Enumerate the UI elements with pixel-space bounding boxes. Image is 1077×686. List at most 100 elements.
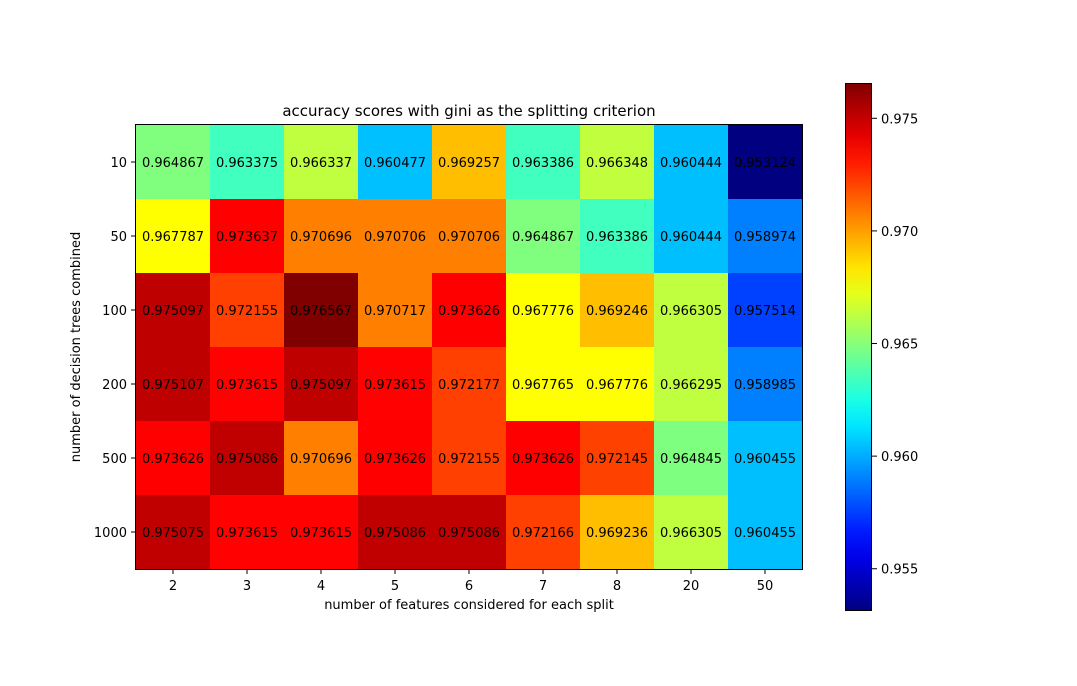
heatmap-cell [432,125,507,200]
y-tick-label: 50 [110,230,127,245]
x-tick-label: 2 [169,579,177,594]
heatmap-cell [728,347,803,422]
heatmap-cell [358,347,433,422]
cell-value-label: 0.973615 [216,526,278,541]
cell-value-label: 0.973626 [438,304,500,319]
heatmap-cell [432,347,507,422]
x-tick-label: 6 [465,579,473,594]
cell-value-label: 0.964867 [142,156,204,171]
heatmap-cell [358,199,433,274]
cell-value-label: 0.963386 [512,156,574,171]
cell-value-label: 0.958985 [734,378,796,393]
cell-value-label: 0.967776 [512,304,574,319]
heatmap-cell [580,495,655,570]
heatmap-cell [136,125,211,200]
heatmap-cell [506,421,581,496]
cell-value-label: 0.973615 [216,378,278,393]
cell-value-label: 0.960455 [734,452,796,467]
cell-value-label: 0.963375 [216,156,278,171]
x-axis-label: number of features considered for each s… [324,598,614,613]
cell-value-label: 0.966295 [660,378,722,393]
heatmap-cell [580,125,655,200]
heatmap-cell [580,199,655,274]
heatmap-cell [654,495,729,570]
y-tick-label: 10 [110,156,127,171]
cell-value-label: 0.975097 [290,378,352,393]
heatmap-cell [506,495,581,570]
heatmap-cell [210,347,285,422]
heatmap-cell-labels: 0.964867 0.963375 0.966337 0.960477 0.969257… [142,156,796,541]
heatmap-cell [136,421,211,496]
x-tick-label: 50 [757,579,774,594]
colorbar-tick-label: 0.970 [881,225,918,240]
colorbar-frame [845,83,872,611]
x-tick-label: 4 [317,579,325,594]
x-tick-label: 8 [613,579,621,594]
heatmap-cell [728,421,803,496]
cell-value-label: 0.972155 [216,304,278,319]
heatmap-cell [284,273,359,348]
cell-value-label: 0.960444 [660,230,722,245]
colorbar-tick-label: 0.960 [881,450,918,465]
heatmap-cell [210,495,285,570]
cell-value-label: 0.973615 [290,526,352,541]
cell-value-label: 0.966305 [660,526,722,541]
heatmap-cell [210,125,285,200]
heatmap-cell [580,273,655,348]
heatmap-cell [506,199,581,274]
heatmap-cell [284,199,359,274]
y-axis-ticks: 10 50 100 200 500 1000 [94,156,136,541]
cell-value-label: 0.970706 [438,230,500,245]
heatmap-cell [654,199,729,274]
x-tick-label: 5 [391,579,399,594]
heatmap-cell [654,273,729,348]
cell-value-label: 0.966348 [586,156,648,171]
cell-value-label: 0.958974 [734,230,796,245]
heatmap-cell [284,495,359,570]
cell-value-label: 0.970696 [290,230,352,245]
heatmap-cell [580,347,655,422]
heatmap-cell [506,125,581,200]
heatmap-cell [728,125,803,200]
cell-value-label: 0.975086 [364,526,426,541]
heatmap-cell [432,495,507,570]
heatmap-cell [728,273,803,348]
cell-value-label: 0.969236 [586,526,648,541]
heatmap-cell [654,421,729,496]
x-tick-label: 20 [683,579,700,594]
heatmap-cell [210,199,285,274]
cell-value-label: 0.973626 [142,452,204,467]
cell-value-label: 0.957514 [734,304,796,319]
colorbar [845,83,872,611]
heatmap-cell [210,273,285,348]
cell-value-label: 0.975086 [438,526,500,541]
heatmap-cells [136,125,803,570]
heatmap-cell [654,125,729,200]
heatmap-cell [284,421,359,496]
cell-value-label: 0.964867 [512,230,574,245]
cell-value-label: 0.972177 [438,378,500,393]
heatmap-cell [432,199,507,274]
heatmap-cell [580,421,655,496]
heatmap-cell [358,273,433,348]
colorbar-tick-label: 0.975 [881,112,918,127]
cell-value-label: 0.972155 [438,452,500,467]
cell-value-label: 0.967787 [142,230,204,245]
y-tick-label: 1000 [94,526,127,541]
heatmap-cell [728,495,803,570]
cell-value-label: 0.976567 [290,304,352,319]
cell-value-label: 0.975075 [142,526,204,541]
cell-value-label: 0.960477 [364,156,426,171]
y-tick-label: 200 [102,378,127,393]
heatmap-cell [432,421,507,496]
heatmap-cell [136,273,211,348]
heatmap-cell [506,347,581,422]
cell-value-label: 0.970696 [290,452,352,467]
y-tick-label: 100 [102,304,127,319]
heatmap-cell [136,347,211,422]
cell-value-label: 0.969246 [586,304,648,319]
cell-value-label: 0.969257 [438,156,500,171]
cell-value-label: 0.960455 [734,526,796,541]
heatmap-cell [284,347,359,422]
